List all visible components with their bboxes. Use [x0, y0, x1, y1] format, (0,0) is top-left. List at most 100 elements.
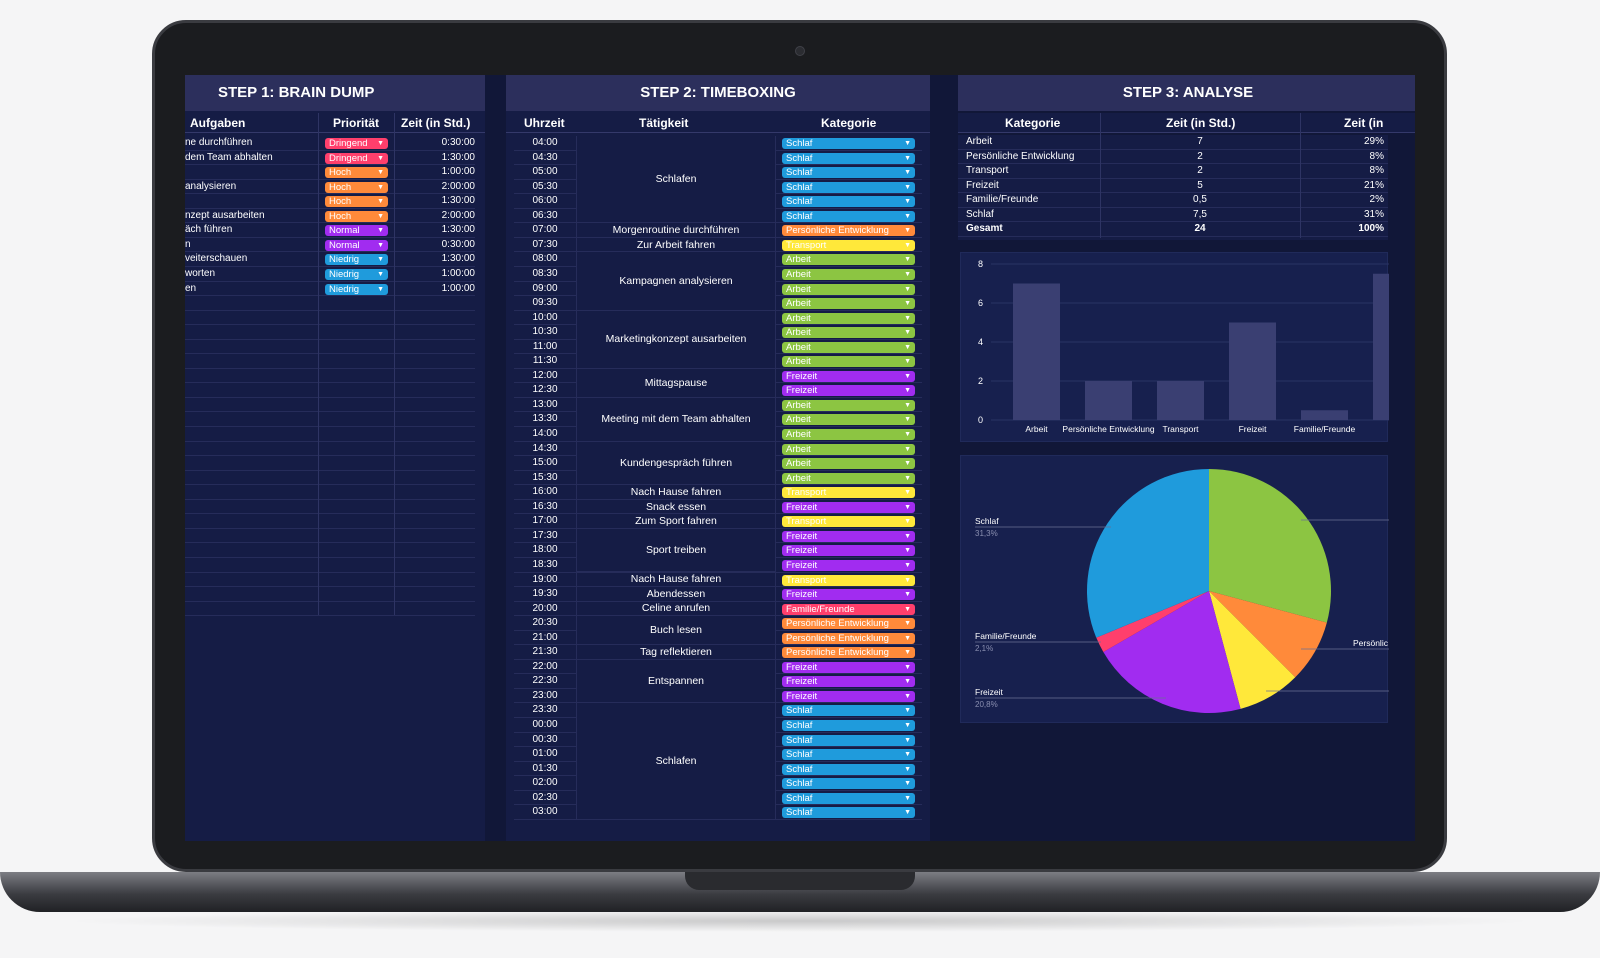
category-dropdown[interactable]: Arbeit ▼: [782, 458, 915, 470]
category-dropdown[interactable]: Arbeit ▼: [782, 443, 915, 455]
category-dropdown[interactable]: Arbeit ▼: [782, 429, 915, 440]
y-tick-label: 6: [978, 298, 983, 308]
category-dropdown[interactable]: Schlaf ▼: [782, 196, 915, 208]
table-row: [185, 383, 475, 398]
task-cell: ne durchführen: [185, 137, 253, 148]
category-dropdown[interactable]: Arbeit ▼: [782, 356, 915, 368]
category-dropdown[interactable]: Persönliche Entwicklung ▼: [782, 632, 915, 644]
category-dropdown[interactable]: Arbeit ▼: [782, 312, 915, 324]
category-dropdown[interactable]: Schlaf ▼: [782, 749, 915, 761]
priority-dropdown[interactable]: Niedrig ▼: [325, 268, 388, 280]
activity-label: Buch lesen: [650, 624, 702, 637]
y-tick-label: 0: [978, 415, 983, 425]
category-dropdown[interactable]: Schlaf ▼: [782, 792, 915, 804]
time-cell: 06:30: [532, 209, 558, 221]
priority-dropdown[interactable]: Dringend ▼: [325, 138, 388, 149]
time-cell: 20:00: [532, 602, 558, 614]
time-cell: 1:00:00: [441, 166, 475, 178]
x-tick-label: Arbeit: [1025, 424, 1048, 434]
category-dropdown[interactable]: Freizeit ▼: [782, 661, 915, 673]
priority-dropdown[interactable]: Hoch ▼: [325, 196, 388, 208]
chevron-down-icon: ▼: [904, 780, 911, 788]
task-cell: dem Team abhalten: [185, 151, 273, 163]
category-dropdown[interactable]: Freizeit ▼: [782, 370, 915, 382]
priority-dropdown[interactable]: Hoch ▼: [325, 181, 388, 193]
category-dropdown[interactable]: Arbeit ▼: [782, 414, 915, 426]
category-dropdown[interactable]: Arbeit ▼: [782, 268, 915, 280]
col-taetigkeit: Tätigkeit: [639, 116, 689, 130]
category-label: Transport: [786, 516, 827, 528]
chevron-down-icon: ▼: [904, 358, 911, 366]
table-row: [185, 456, 475, 471]
category-dropdown[interactable]: Schlaf ▼: [782, 720, 915, 731]
time-cell: 05:00: [532, 166, 558, 178]
chevron-down-icon: ▼: [904, 503, 911, 511]
priority-dropdown[interactable]: Normal ▼: [325, 225, 388, 237]
category-dropdown[interactable]: Transport ▼: [782, 239, 915, 251]
pie-slice: [1096, 591, 1209, 652]
time-cell: 20:30: [532, 617, 558, 629]
table-row: [185, 340, 475, 355]
time-cell: 12:30: [532, 384, 558, 396]
category-label: Freizeit: [786, 589, 818, 601]
chevron-down-icon: ▼: [904, 372, 911, 380]
category-dropdown[interactable]: Freizeit ▼: [782, 676, 915, 688]
divider: [394, 113, 395, 615]
category-dropdown[interactable]: Schlaf ▼: [782, 778, 915, 790]
priority-dropdown[interactable]: Hoch ▼: [325, 167, 388, 179]
category-dropdown[interactable]: Persönliche Entwicklung ▼: [782, 225, 915, 237]
category-dropdown[interactable]: Schlaf ▼: [782, 705, 915, 717]
category-dropdown[interactable]: Schlaf ▼: [782, 167, 915, 179]
category-dropdown[interactable]: Schlaf ▼: [782, 152, 915, 164]
y-tick-label: 4: [978, 337, 983, 347]
category-label: Schlaf: [786, 792, 813, 804]
category-dropdown[interactable]: Schlaf ▼: [782, 210, 915, 222]
activity-label: Meeting mit dem Team abhalten: [601, 413, 751, 426]
category-dropdown[interactable]: Freizeit ▼: [782, 690, 915, 702]
table-row: [185, 471, 475, 486]
category-dropdown[interactable]: Freizeit ▼: [782, 559, 915, 571]
priority-dropdown[interactable]: Niedrig ▼: [325, 283, 388, 295]
category-dropdown[interactable]: Familie/Freunde ▼: [782, 603, 915, 615]
category-dropdown[interactable]: Arbeit ▼: [782, 254, 915, 266]
category-dropdown[interactable]: Persönliche Entwicklung ▼: [782, 618, 915, 630]
priority-dropdown[interactable]: Niedrig ▼: [325, 254, 388, 266]
category-dropdown[interactable]: Transport ▼: [782, 516, 915, 528]
category-dropdown[interactable]: Arbeit ▼: [782, 327, 915, 339]
category-dropdown[interactable]: Freizeit ▼: [782, 501, 915, 513]
pie-chart-box: Schlaf 31,3% Familie/Freunde 2,1% Freizeit 20…: [960, 455, 1389, 723]
category-label: Arbeit: [786, 458, 811, 470]
category-dropdown[interactable]: Arbeit ▼: [782, 298, 915, 310]
category-cell: Familie/Freunde: [966, 194, 1039, 206]
category-dropdown[interactable]: Freizeit ▼: [782, 530, 915, 542]
pie-label: Freizeit: [975, 687, 1004, 697]
category-dropdown[interactable]: Schlaf ▼: [782, 763, 915, 775]
table-row: [185, 398, 475, 413]
category-dropdown[interactable]: Arbeit ▼: [782, 283, 915, 295]
category-dropdown[interactable]: Arbeit ▼: [782, 341, 915, 353]
screen: STEP 1: BRAIN DUMP Aufgaben Priorität Ze…: [185, 75, 1415, 841]
category-dropdown[interactable]: Persönliche Entwicklung ▼: [782, 647, 915, 659]
bar-chart-box: 8 6 4 2 0 Arbeit Persönliche Entwicklung Transp…: [960, 252, 1415, 442]
category-dropdown[interactable]: Schlaf ▼: [782, 807, 915, 819]
table-row: [185, 369, 475, 384]
priority-dropdown[interactable]: Normal ▼: [325, 239, 388, 251]
pie-chart: Schlaf 31,3% Familie/Freunde 2,1% Freizeit 20…: [975, 469, 1389, 713]
priority-dropdown[interactable]: Dringend ▼: [325, 152, 388, 164]
category-dropdown[interactable]: Arbeit ▼: [782, 472, 915, 484]
col-zeit-a: Zeit (in Std.): [1166, 116, 1236, 130]
chevron-down-icon: ▼: [904, 663, 911, 671]
percent-cell: 8%: [1369, 150, 1384, 162]
divider: [1100, 113, 1101, 238]
category-dropdown[interactable]: Freizeit ▼: [782, 589, 915, 601]
category-dropdown[interactable]: Schlaf ▼: [782, 181, 915, 193]
category-dropdown[interactable]: Freizeit ▼: [782, 385, 915, 397]
priority-dropdown[interactable]: Hoch ▼: [325, 210, 388, 222]
category-dropdown[interactable]: Schlaf ▼: [782, 138, 915, 149]
category-dropdown[interactable]: Schlaf ▼: [782, 734, 915, 746]
category-dropdown[interactable]: Freizeit ▼: [782, 545, 915, 557]
category-dropdown[interactable]: Arbeit ▼: [782, 399, 915, 411]
category-label: Schlaf: [786, 196, 813, 208]
category-dropdown[interactable]: Transport ▼: [782, 487, 915, 499]
category-dropdown[interactable]: Transport ▼: [782, 574, 915, 586]
